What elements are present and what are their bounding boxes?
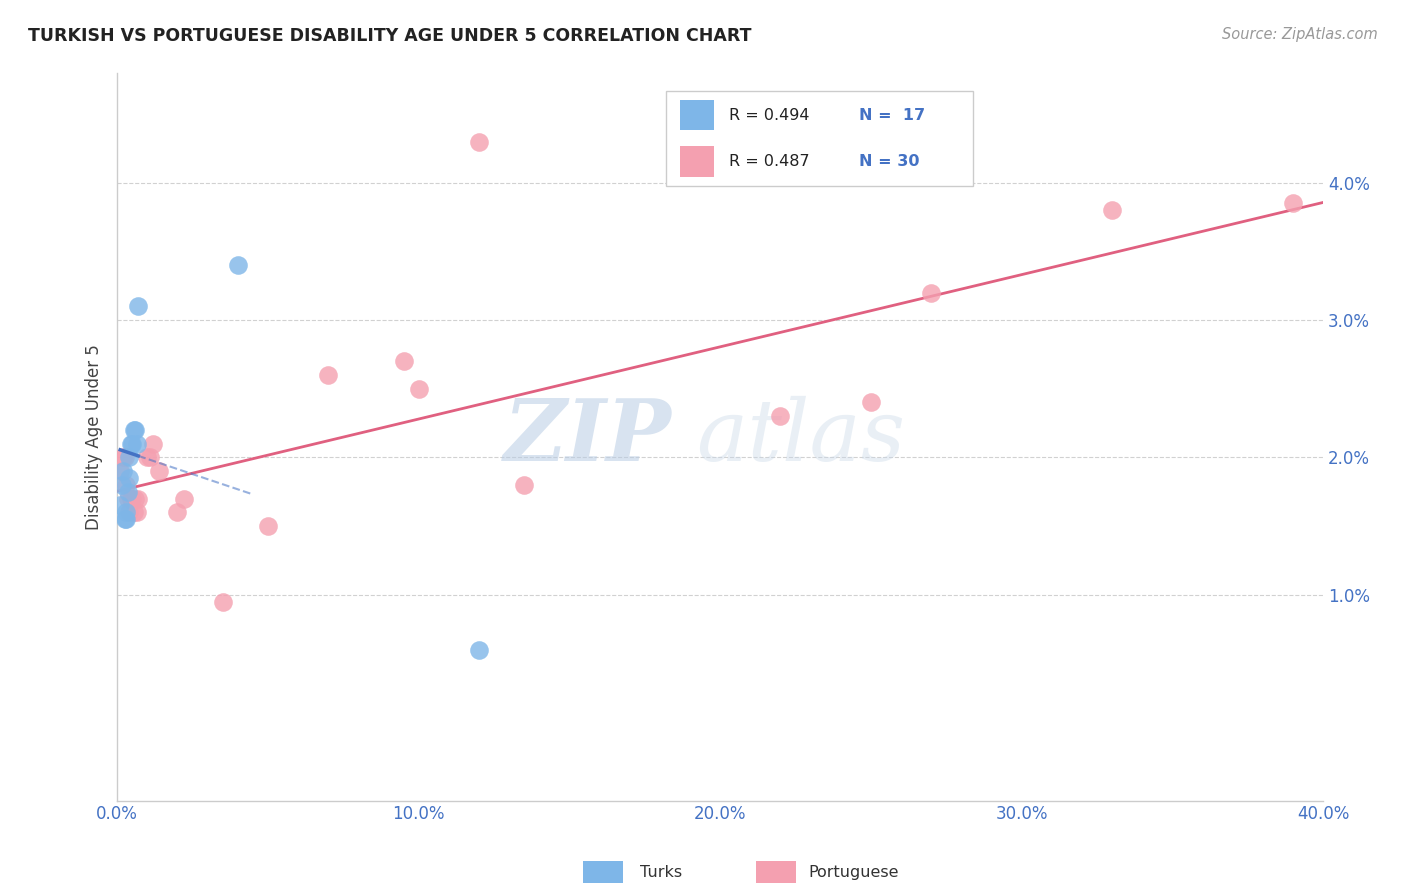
Point	[118, 450, 141, 465]
Point	[127, 491, 149, 506]
Text: atlas: atlas	[696, 395, 905, 478]
Point	[120, 491, 142, 506]
FancyBboxPatch shape	[666, 91, 973, 186]
Point	[148, 464, 170, 478]
Point	[122, 423, 145, 437]
Point	[115, 512, 138, 526]
Point	[117, 484, 139, 499]
Bar	[681, 100, 714, 130]
Point	[124, 423, 146, 437]
Point	[115, 505, 138, 519]
Point	[408, 382, 430, 396]
Point	[118, 471, 141, 485]
Point	[114, 512, 136, 526]
Text: ZIP: ZIP	[503, 395, 672, 478]
Point	[127, 299, 149, 313]
Point	[392, 354, 415, 368]
Point	[468, 642, 491, 657]
Point	[136, 450, 159, 465]
Point	[859, 395, 882, 409]
Text: R = 0.494: R = 0.494	[728, 108, 808, 123]
Point	[1282, 196, 1305, 211]
Point	[468, 135, 491, 149]
Point	[513, 478, 536, 492]
Text: Turks: Turks	[640, 865, 682, 880]
Text: Source: ZipAtlas.com: Source: ZipAtlas.com	[1222, 27, 1378, 42]
Point	[118, 505, 141, 519]
Point	[769, 409, 792, 424]
Text: N = 30: N = 30	[859, 154, 920, 169]
Text: N =  17: N = 17	[859, 108, 925, 123]
Point	[115, 478, 138, 492]
Point	[211, 594, 233, 608]
Text: TURKISH VS PORTUGUESE DISABILITY AGE UNDER 5 CORRELATION CHART: TURKISH VS PORTUGUESE DISABILITY AGE UND…	[28, 27, 752, 45]
Point	[173, 491, 195, 506]
Point	[112, 464, 135, 478]
Y-axis label: Disability Age Under 5: Disability Age Under 5	[86, 343, 103, 530]
Point	[1101, 203, 1123, 218]
Point	[121, 436, 143, 450]
Point	[114, 450, 136, 465]
Text: Portuguese: Portuguese	[808, 865, 898, 880]
Point	[125, 436, 148, 450]
Point	[108, 499, 131, 513]
Point	[125, 505, 148, 519]
Point	[920, 285, 942, 300]
Point	[120, 436, 142, 450]
Bar	[681, 146, 714, 177]
Text: R = 0.487: R = 0.487	[728, 154, 810, 169]
Point	[166, 505, 188, 519]
Point	[124, 491, 146, 506]
Point	[139, 450, 162, 465]
Point	[112, 450, 135, 465]
Point	[142, 436, 165, 450]
Point	[121, 491, 143, 506]
Point	[111, 478, 134, 492]
Point	[316, 368, 339, 382]
Point	[257, 519, 280, 533]
Point	[122, 505, 145, 519]
Point	[226, 258, 249, 272]
Point	[117, 491, 139, 506]
Point	[108, 464, 131, 478]
